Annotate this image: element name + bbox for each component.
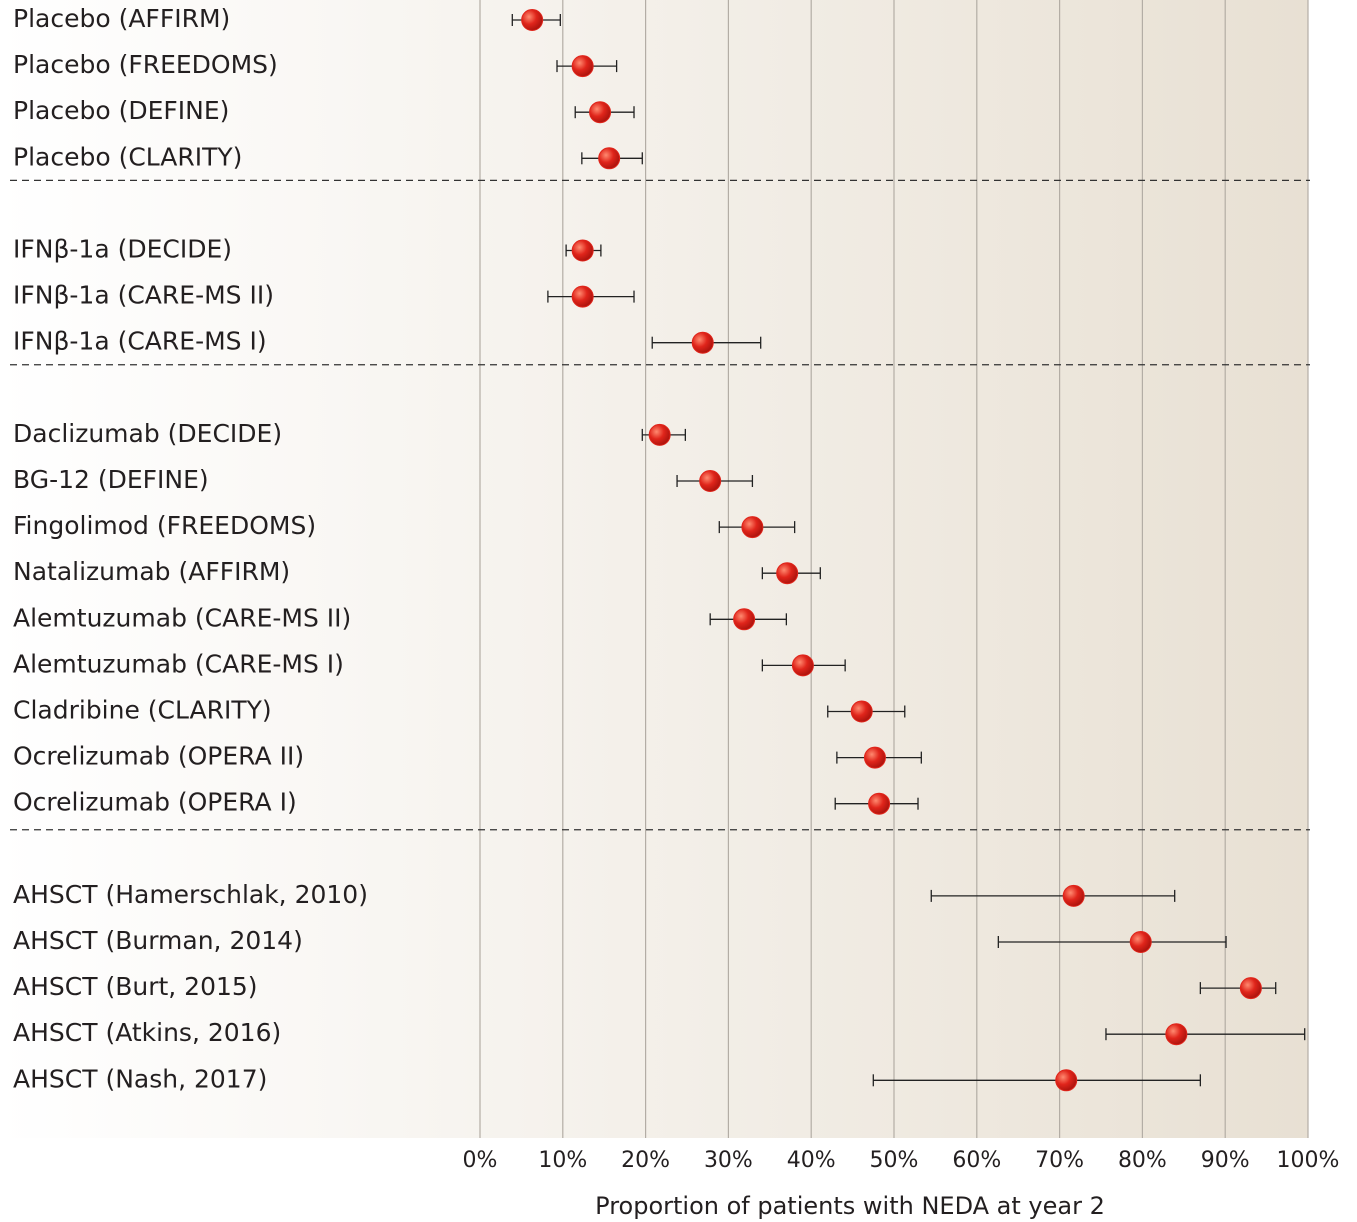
row-label: Cladribine (CLARITY) [13, 696, 272, 725]
point-estimate [741, 516, 764, 539]
row-label: Daclizumab (DECIDE) [13, 419, 282, 448]
x-tick-label: 50% [870, 1148, 919, 1173]
x-tick-label: 40% [787, 1148, 836, 1173]
point-estimate [733, 608, 756, 631]
row-label: Ocrelizumab (OPERA I) [13, 788, 297, 817]
point-estimate [699, 470, 722, 492]
point-estimate [1055, 1069, 1078, 1092]
x-tick-label: 10% [538, 1148, 587, 1173]
point-estimate [648, 423, 671, 446]
point-estimate [1165, 1023, 1188, 1046]
point-estimate [1239, 977, 1262, 1000]
x-tick-label: 70% [1035, 1148, 1084, 1173]
row-label: Alemtuzumab (CARE-MS II) [13, 603, 351, 632]
x-tick-label: 80% [1118, 1148, 1167, 1173]
x-tick-label: 30% [704, 1148, 753, 1173]
point-estimate [776, 562, 799, 585]
row-label: Placebo (FREEDOMS) [13, 50, 278, 79]
row-label: Alemtuzumab (CARE-MS I) [13, 649, 344, 678]
row-label: AHSCT (Atkins, 2016) [13, 1018, 281, 1047]
point-estimate [691, 331, 714, 354]
row-label: Placebo (CLARITY) [13, 142, 242, 171]
x-tick-label: 20% [621, 1148, 670, 1173]
row-label: AHSCT (Burt, 2015) [13, 972, 258, 1001]
point-estimate [571, 55, 594, 78]
x-axis-title: Proportion of patients with NEDA at year… [595, 1192, 1105, 1220]
x-tick-label: 90% [1201, 1148, 1250, 1173]
row-label: Ocrelizumab (OPERA II) [13, 742, 304, 771]
row-label: IFNβ-1a (CARE-MS II) [13, 281, 274, 310]
plot-background [0, 0, 1308, 1138]
point-estimate [850, 700, 873, 723]
row-label: Natalizumab (AFFIRM) [13, 557, 290, 586]
row-label: Fingolimod (FREEDOMS) [13, 511, 316, 540]
row-label: BG-12 (DEFINE) [13, 465, 209, 494]
point-estimate [571, 285, 594, 308]
row-label: AHSCT (Hamerschlak, 2010) [13, 880, 368, 909]
row-label: IFNβ-1a (DECIDE) [13, 235, 232, 264]
row-label: Placebo (AFFIRM) [13, 4, 230, 33]
point-estimate [521, 9, 544, 31]
point-estimate [1062, 884, 1085, 907]
point-estimate [791, 654, 814, 677]
x-tick-label: 60% [952, 1148, 1001, 1173]
point-estimate [1129, 931, 1152, 953]
point-estimate [868, 792, 891, 815]
point-estimate [598, 147, 621, 170]
point-estimate [863, 746, 886, 769]
x-tick-label: 100% [1277, 1148, 1340, 1173]
x-tick-label: 0% [463, 1148, 498, 1173]
row-label: Placebo (DEFINE) [13, 96, 229, 125]
row-label: AHSCT (Nash, 2017) [13, 1064, 267, 1093]
point-estimate [589, 101, 612, 124]
point-estimate [571, 239, 594, 262]
row-label: IFNβ-1a (CARE-MS I) [13, 327, 267, 356]
row-label: AHSCT (Burman, 2014) [13, 926, 303, 955]
